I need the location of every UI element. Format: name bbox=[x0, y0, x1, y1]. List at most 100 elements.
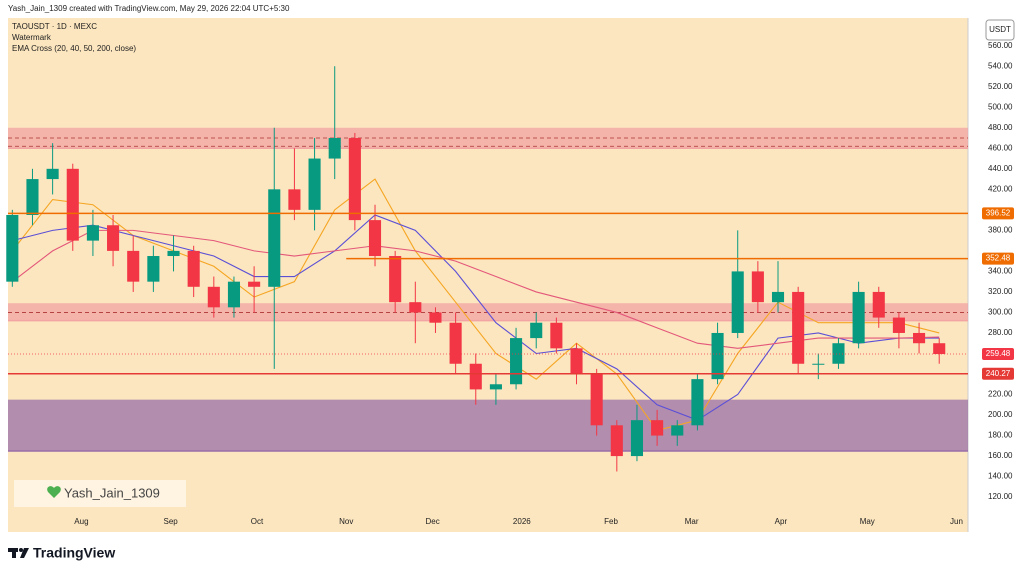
price-label-box bbox=[982, 252, 1014, 265]
heart-icon bbox=[47, 486, 61, 498]
candle-body bbox=[832, 343, 845, 364]
zone bbox=[8, 399, 968, 451]
x-tick-label: May bbox=[860, 517, 875, 526]
plot bbox=[6, 66, 968, 472]
watermark-box bbox=[14, 480, 186, 507]
price-label-box bbox=[982, 207, 1014, 220]
currency-box[interactable] bbox=[985, 19, 1015, 41]
y-tick-label: 560.00 bbox=[988, 41, 1013, 50]
logo-part bbox=[12, 548, 16, 558]
tv-logo bbox=[8, 548, 29, 558]
candle-body bbox=[147, 256, 160, 282]
watermark: Yash_Jain_1309 bbox=[64, 485, 160, 500]
candle-body bbox=[671, 425, 684, 436]
x-tick-label: Nov bbox=[339, 517, 353, 526]
x-tick-label: Oct bbox=[251, 517, 264, 526]
candle-body bbox=[489, 384, 502, 390]
logo-part bbox=[19, 548, 23, 552]
indicator: EMA Cross (20, 40, 50, 200, close) bbox=[12, 44, 136, 53]
candle-body bbox=[368, 220, 382, 257]
candle-body bbox=[651, 420, 664, 436]
y-tick-label: 180.00 bbox=[988, 431, 1013, 440]
ema-line bbox=[12, 214, 940, 421]
watermark-label: Watermark bbox=[12, 33, 52, 42]
candle-body bbox=[46, 168, 59, 180]
y-tick-label: 300.00 bbox=[988, 308, 1013, 317]
candle-body bbox=[26, 179, 39, 215]
candle-body bbox=[691, 379, 704, 426]
y-tick-label: 380.00 bbox=[988, 225, 1013, 234]
price-label: 259.48 bbox=[986, 349, 1011, 358]
candle-body bbox=[872, 291, 885, 318]
candle-body bbox=[812, 363, 825, 365]
logo-part bbox=[20, 548, 29, 558]
price-label-box bbox=[982, 348, 1014, 361]
candle-body bbox=[449, 322, 462, 364]
candle-body bbox=[570, 348, 583, 375]
y-tick-label: 280.00 bbox=[988, 328, 1013, 337]
brand: TradingView bbox=[33, 545, 115, 561]
candle-body bbox=[469, 363, 482, 390]
candle-body bbox=[107, 225, 120, 251]
x-tick-label: Aug bbox=[74, 517, 88, 526]
candle-body bbox=[892, 317, 905, 333]
y-tick-label: 320.00 bbox=[988, 287, 1013, 296]
y-tick-label: 520.00 bbox=[988, 82, 1013, 91]
candle-body bbox=[630, 420, 644, 457]
ema-line bbox=[11, 229, 940, 349]
y-tick-label: 160.00 bbox=[988, 451, 1013, 460]
y-tick-label: 200.00 bbox=[988, 410, 1013, 419]
candle-body bbox=[268, 189, 281, 287]
candle-body bbox=[429, 312, 442, 323]
y-tick-label: 500.00 bbox=[988, 102, 1013, 111]
candle-body bbox=[389, 256, 402, 303]
y-tick-label: 140.00 bbox=[988, 472, 1013, 481]
candle-body bbox=[530, 322, 543, 339]
candle-body bbox=[771, 291, 785, 303]
candle-body bbox=[510, 338, 523, 385]
candle-body bbox=[66, 168, 79, 241]
y-tick-label: 440.00 bbox=[988, 164, 1013, 173]
x-tick-label: Apr bbox=[775, 517, 788, 526]
candle-body bbox=[6, 214, 19, 282]
x-tick-label: Feb bbox=[604, 517, 618, 526]
candle-body bbox=[731, 271, 744, 333]
candle-body bbox=[167, 250, 180, 257]
candle-body bbox=[248, 281, 261, 287]
candle-body bbox=[409, 302, 422, 313]
y-tick-label: 120.00 bbox=[988, 492, 1013, 501]
x-tick-label: Dec bbox=[425, 517, 439, 526]
candle-body bbox=[550, 322, 563, 349]
price-label: 352.48 bbox=[986, 254, 1011, 263]
candle-body bbox=[751, 271, 764, 303]
currency: USDT bbox=[989, 25, 1011, 34]
y-tick-label: 480.00 bbox=[988, 123, 1013, 132]
x-tick-label: Sep bbox=[164, 517, 179, 526]
candle-body bbox=[308, 158, 321, 210]
y-tick-label: 220.00 bbox=[988, 390, 1013, 399]
y-tick-label: 460.00 bbox=[988, 143, 1013, 152]
price-label-box bbox=[982, 367, 1014, 380]
candle-body bbox=[328, 138, 341, 159]
y-tick-label: 420.00 bbox=[988, 184, 1013, 193]
x-tick-label: 2026 bbox=[513, 517, 531, 526]
y-tick-label: 540.00 bbox=[988, 61, 1013, 70]
candle-body bbox=[86, 225, 99, 241]
candle-body bbox=[610, 425, 623, 457]
candle-body bbox=[711, 332, 724, 380]
candle-body bbox=[348, 138, 361, 221]
candle-body bbox=[227, 281, 241, 308]
candle-body bbox=[933, 343, 946, 355]
credit: Yash_Jain_1309 created with TradingView.… bbox=[8, 4, 290, 13]
candle-body bbox=[187, 250, 200, 287]
candle-body bbox=[792, 291, 805, 364]
candle-body bbox=[207, 286, 220, 308]
price-label: 396.52 bbox=[986, 209, 1011, 218]
x-tick-label: Jun bbox=[950, 517, 963, 526]
x-tick-label: Mar bbox=[685, 517, 699, 526]
candle-body bbox=[913, 332, 926, 344]
y-tick-label: 340.00 bbox=[988, 267, 1013, 276]
candle-body bbox=[127, 250, 140, 282]
